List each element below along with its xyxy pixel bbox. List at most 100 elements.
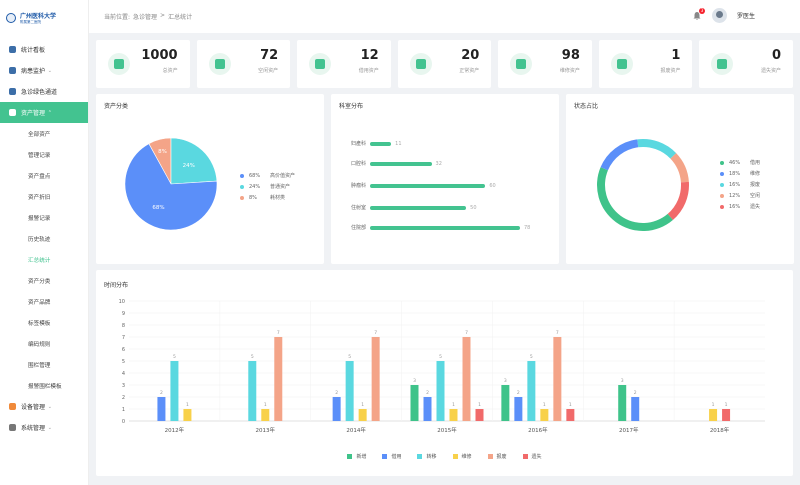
bar-row[interactable]: 妇產科 11: [343, 140, 402, 148]
logo: 广州医科大学 附属第二医院: [0, 0, 88, 35]
bar[interactable]: [157, 397, 166, 421]
bar[interactable]: [248, 361, 257, 421]
submenu-item[interactable]: 历史轨迹: [28, 236, 51, 243]
bar[interactable]: [371, 337, 380, 421]
bar-label: 妇產科: [350, 141, 366, 147]
bar[interactable]: [183, 409, 192, 421]
bar[interactable]: [501, 385, 510, 421]
sidebar-item-device[interactable]: 设备管理 ⌄: [0, 396, 88, 417]
sidebar-item-patient[interactable]: 病患监护 ⌄: [0, 60, 88, 81]
bar-row[interactable]: 肿瘤科 60: [343, 182, 496, 190]
bar-value-label: 1: [725, 402, 728, 408]
submenu-item[interactable]: 全部资产: [28, 131, 51, 138]
legend-item[interactable]: 18% 维修: [720, 170, 760, 177]
stat-card[interactable]: 20 正常资产: [397, 40, 492, 88]
bar[interactable]: [475, 409, 484, 421]
bar[interactable]: [631, 397, 640, 421]
submenu-item[interactable]: 管理记录: [28, 152, 51, 159]
chevron-down-icon: ⌄: [47, 404, 52, 410]
submenu-item[interactable]: 编码规则: [28, 341, 51, 348]
username[interactable]: 罗医生: [736, 13, 755, 20]
submenu-item[interactable]: 围栏管理: [28, 362, 51, 369]
submenu-item[interactable]: 资产折旧: [28, 194, 51, 201]
submenu-item[interactable]: 汇总统计: [28, 257, 51, 264]
donut-segment[interactable]: [667, 181, 689, 220]
submenu-item[interactable]: 资产盘点: [28, 173, 51, 180]
legend-item[interactable]: 12% 空闲: [720, 192, 760, 199]
bar[interactable]: [274, 337, 283, 421]
bar-row[interactable]: 住院部 78: [343, 224, 530, 232]
legend-item[interactable]: 报废: [487, 453, 507, 460]
bar[interactable]: [358, 409, 367, 421]
legend-label: 维修: [461, 454, 472, 460]
avatar[interactable]: [711, 8, 727, 23]
notification-bell-icon[interactable]: 3: [692, 7, 705, 21]
bar[interactable]: [618, 385, 627, 421]
bar-value-label: 7: [277, 330, 280, 336]
donut-segment[interactable]: [637, 139, 677, 159]
donut-segment[interactable]: [600, 139, 639, 171]
legend-item[interactable]: 24% 普通资产: [240, 183, 290, 190]
legend-item[interactable]: 借用: [382, 453, 401, 460]
sidebar-item-asset[interactable]: 资产管理 ⌃: [0, 102, 88, 123]
bar[interactable]: [332, 397, 341, 421]
bar[interactable]: [553, 337, 562, 421]
notification-badge: 3: [698, 7, 705, 14]
bar[interactable]: [540, 409, 549, 421]
submenu-item[interactable]: 报警围栏模板: [28, 383, 62, 390]
legend-item[interactable]: 8% 耗材类: [240, 194, 285, 201]
bar[interactable]: [410, 385, 419, 421]
submenu-item[interactable]: 资产分类: [28, 278, 51, 285]
chevron-up-icon: ⌃: [47, 110, 52, 116]
bar[interactable]: [709, 409, 718, 421]
bar[interactable]: [436, 361, 445, 421]
bar-row[interactable]: 住射室 50: [343, 204, 477, 212]
legend-item[interactable]: 维修: [452, 453, 472, 460]
panel-title: 资产分类: [104, 103, 129, 110]
stat-card[interactable]: 72 空闲资产: [196, 40, 291, 88]
legend-label: 维修: [750, 171, 761, 177]
bar-label: 口腔科: [350, 161, 366, 167]
bar[interactable]: [423, 397, 432, 421]
bar-row[interactable]: 口腔科 32: [343, 160, 442, 168]
legend-item[interactable]: 转移: [417, 453, 437, 460]
sidebar-item-dashboard[interactable]: 统计看板: [0, 39, 88, 60]
submenu-item[interactable]: 报警记录: [28, 215, 51, 222]
legend-item[interactable]: 68% 高价值资产: [240, 172, 295, 179]
stat-card[interactable]: 0 遗失资产: [699, 40, 794, 88]
donut-segment[interactable]: [670, 153, 689, 183]
bar[interactable]: [514, 397, 523, 421]
stat-card[interactable]: 1000 总资产: [96, 40, 190, 88]
y-tick-label: 2: [122, 395, 125, 401]
submenu-item[interactable]: 标签模板: [28, 320, 51, 327]
bar[interactable]: [261, 409, 270, 421]
breadcrumb-link[interactable]: 急诊管理: [133, 14, 158, 21]
legend-dot: [720, 171, 724, 176]
legend-item[interactable]: 遗失: [522, 453, 542, 460]
bar[interactable]: [722, 409, 731, 421]
bar[interactable]: [462, 337, 471, 421]
bar[interactable]: [449, 409, 458, 421]
sidebar-item-system[interactable]: 系统管理 ⌄: [0, 417, 88, 438]
chevron-down-icon: ⌄: [47, 425, 52, 431]
dashboard-icon: [9, 46, 16, 53]
logo-subtext: 附属第二医院: [20, 20, 41, 24]
bar-value-label: 1: [569, 402, 572, 408]
legend-item[interactable]: 16% 遗失: [720, 203, 760, 210]
pie-slice[interactable]: [170, 137, 218, 185]
legend-item[interactable]: 新增: [347, 453, 366, 460]
pie-slice[interactable]: [124, 143, 218, 231]
legend-item[interactable]: 46% 借用: [720, 159, 760, 166]
sidebar-item-green-channel[interactable]: 急诊绿色通道 ⌄: [0, 81, 88, 102]
ambulance-icon: [9, 88, 16, 95]
stat-card[interactable]: 12 借用资产: [297, 40, 391, 88]
submenu-item[interactable]: 资产品牌: [28, 299, 51, 306]
donut-segment[interactable]: [597, 167, 673, 231]
stat-card[interactable]: 98 维修资产: [498, 40, 592, 88]
legend-item[interactable]: 16% 报废: [720, 181, 760, 188]
bar[interactable]: [170, 361, 179, 421]
bar[interactable]: [345, 361, 354, 421]
bar[interactable]: [566, 409, 575, 421]
bar[interactable]: [527, 361, 536, 421]
stat-card[interactable]: 1 报废资产: [598, 40, 693, 88]
